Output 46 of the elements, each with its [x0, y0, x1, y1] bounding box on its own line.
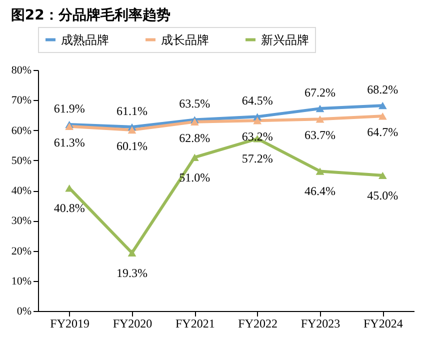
point [378, 172, 387, 180]
data-label: 61.3% [54, 135, 85, 150]
legend-label: 成长品牌 [161, 32, 209, 47]
y-tick-label: 30% [11, 215, 32, 228]
x-tick-label: FY2024 [363, 316, 403, 330]
legend-label: 成熟品牌 [61, 32, 109, 47]
data-label: 40.8% [54, 201, 85, 216]
point [128, 126, 136, 134]
data-label: 46.4% [304, 184, 336, 198]
data-label: 57.2% [242, 152, 273, 166]
y-tick-label: 0% [16, 306, 32, 318]
chart-title: 图22：分品牌毛利率趋势 [10, 6, 170, 24]
point [316, 104, 324, 112]
y-tick-label: 50% [11, 154, 32, 167]
y-tick-label: 60% [11, 124, 32, 137]
point [378, 112, 387, 120]
data-label: 68.2% [367, 82, 398, 97]
y-tick-label: 70% [11, 94, 32, 107]
y-tick-label: 40% [11, 185, 32, 197]
x-tick-label: FY2023 [300, 316, 340, 330]
data-label: 61.1% [116, 104, 148, 118]
y-tick-label: 20% [11, 245, 32, 258]
x-tick-label: FY2021 [175, 316, 215, 330]
data-label: 61.9% [54, 102, 85, 116]
y-tick-label: 10% [11, 275, 32, 288]
data-label: 63.2% [242, 130, 273, 144]
data-label: 60.1% [116, 138, 148, 153]
data-label: 62.8% [179, 130, 210, 145]
point [316, 168, 324, 175]
data-label: 63.5% [179, 96, 210, 111]
x-tick-label: FY2022 [238, 316, 278, 330]
legend-label: 新兴品牌 [261, 32, 309, 47]
data-label: 63.7% [304, 128, 336, 142]
point [378, 102, 387, 110]
data-label: 45.0% [367, 188, 398, 202]
point [190, 154, 199, 161]
data-label: 64.5% [242, 94, 273, 108]
data-label: 67.2% [304, 86, 336, 100]
x-tick-label: FY2019 [50, 316, 90, 330]
x-tick-label: FY2020 [112, 316, 152, 330]
y-tick-label: 80% [11, 64, 32, 76]
data-label: 64.7% [367, 125, 398, 140]
point [316, 115, 324, 123]
data-label: 19.3% [116, 266, 148, 280]
point [128, 249, 136, 256]
point [253, 116, 262, 124]
